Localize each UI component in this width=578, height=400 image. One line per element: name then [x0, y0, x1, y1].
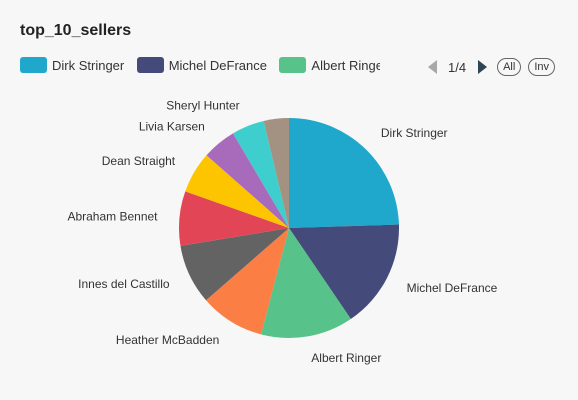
legend-label: Dirk Stringer — [52, 57, 125, 73]
legend: Dirk Stringer Michel DeFrance Albert Rin… — [20, 57, 380, 77]
slice-label: Livia Karsen — [139, 119, 205, 133]
next-page-icon[interactable] — [478, 60, 488, 74]
pie-slice-albert-ringer[interactable] — [260, 228, 351, 338]
chart-title: top_10_sellers — [20, 22, 132, 39]
legend-item-michel-defrance[interactable]: Michel DeFrance — [136, 57, 267, 73]
pie-slice-innes-del-castillo[interactable] — [180, 228, 289, 301]
slice-label: Sheryl Hunter — [166, 99, 239, 113]
pie-slice-livia-karsen[interactable] — [206, 133, 289, 228]
legend-item-dirk-stringer[interactable]: Dirk Stringer — [20, 57, 124, 73]
slice-label: Michel DeFrance — [407, 281, 498, 295]
legend-page-indicator: 1/4 — [448, 59, 467, 75]
slice-label: Abraham Bennet — [67, 209, 158, 223]
pie-slice-abraham-bennet[interactable] — [179, 191, 289, 246]
slice-label: Albert Ringer — [311, 351, 381, 365]
legend-item-albert-ringer[interactable]: Albert Ringer — [279, 57, 380, 73]
slice-label: Innes del Castillo — [78, 277, 170, 291]
pie-slice-michel-defrance[interactable] — [289, 224, 399, 319]
legend-label: Michel DeFrance — [168, 57, 267, 73]
prev-page-icon[interactable] — [428, 60, 437, 74]
pie-slice-ann-dull[interactable] — [263, 118, 289, 228]
legend-pager: 1/4 All Inv — [428, 57, 555, 77]
legend-swatch — [136, 57, 164, 73]
slice-label: Dean Straight — [102, 154, 176, 168]
pie-slice-dean-straight[interactable] — [185, 155, 289, 228]
legend-swatch — [279, 57, 307, 73]
select-all-button[interactable]: All — [497, 58, 522, 76]
legend-label: Albert Ringer — [311, 57, 380, 73]
pie-slice-heather-mcbadden[interactable] — [206, 228, 289, 335]
pie-slice-sheryl-hunter[interactable] — [233, 120, 289, 228]
slice-label: Heather McBadden — [116, 333, 219, 347]
invert-selection-button[interactable]: Inv — [528, 58, 555, 76]
legend-swatch — [20, 57, 47, 73]
pie-slice-dirk-stringer[interactable] — [289, 118, 399, 228]
slice-label: Dirk Stringer — [381, 126, 448, 140]
